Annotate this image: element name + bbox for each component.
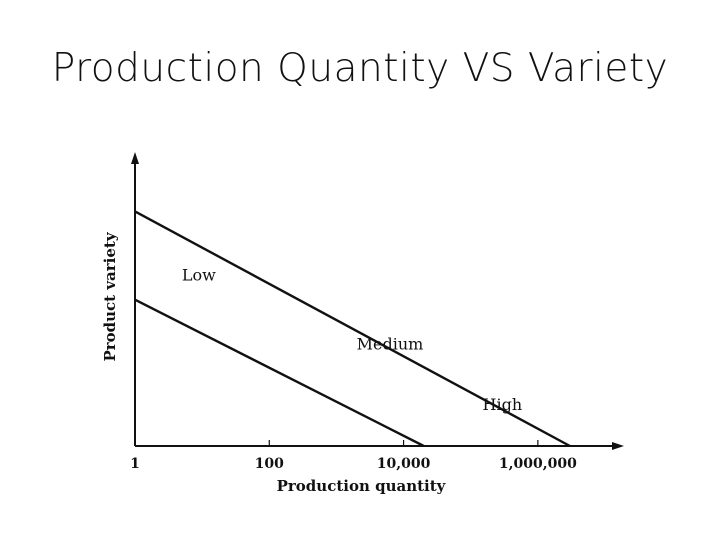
region-label-high: High — [483, 395, 523, 414]
x-axis-arrow — [612, 442, 624, 450]
boundary-line — [134, 298, 425, 448]
chart-axes: 1 100 10,000 1,000,000 Production quantity Pr… — [101, 152, 624, 495]
boundary-line — [134, 210, 571, 448]
x-tick-label: 100 — [255, 456, 284, 472]
x-tick-label: 10,000 — [377, 456, 431, 472]
x-axis-label: Production quantity — [277, 477, 447, 495]
chart-labels: Low Medium High — [182, 265, 522, 414]
region-label-low: Low — [182, 265, 216, 284]
chart-lines — [134, 210, 571, 448]
x-tick-label: 1 — [130, 456, 140, 472]
y-axis-arrow — [131, 152, 139, 164]
x-tick-label: 1,000,000 — [499, 456, 577, 472]
y-axis-label: Product variety — [101, 231, 119, 361]
slide-title: Production Quantity VS Variety — [51, 46, 669, 91]
region-label-medium: Medium — [357, 334, 424, 353]
